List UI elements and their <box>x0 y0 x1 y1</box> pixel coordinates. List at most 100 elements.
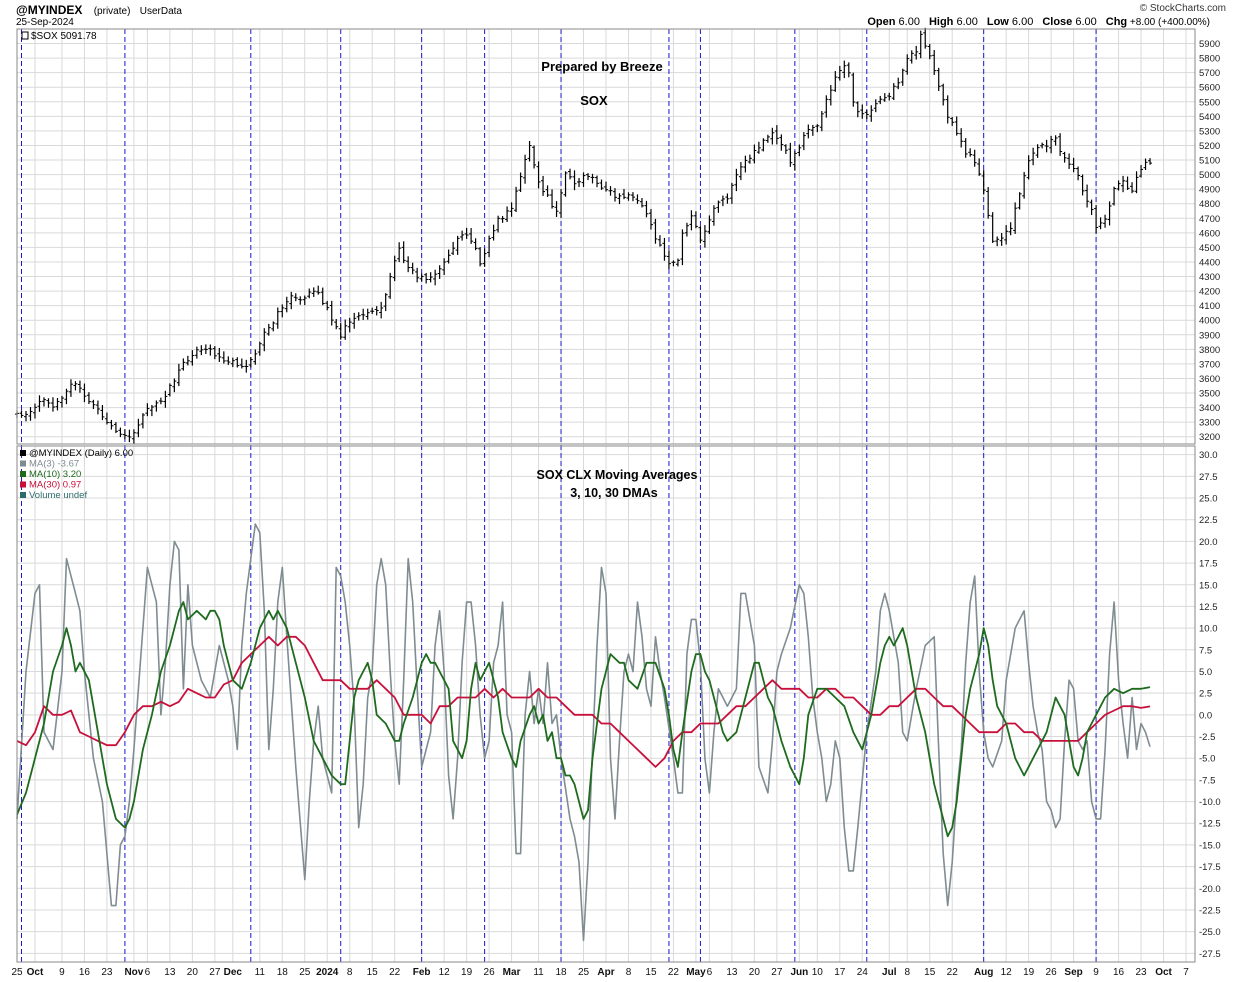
x-tick-label: 25 <box>299 967 311 978</box>
price-bar <box>532 145 537 169</box>
indicator-chart-title: SOX CLX Moving Averages <box>537 468 698 482</box>
legend-swatch <box>20 450 26 456</box>
indicator-legend: MA(30) 0.97 <box>29 480 81 491</box>
price-bar <box>82 383 87 403</box>
price-bar <box>1035 144 1040 158</box>
price-bar <box>451 241 456 255</box>
price-bar <box>743 155 748 173</box>
legend-swatch <box>20 492 26 498</box>
ohlc-value: 6.00 <box>1072 16 1097 28</box>
price-bar <box>1040 142 1045 149</box>
price-bar <box>1139 164 1144 178</box>
price-bar <box>109 419 114 430</box>
price-bar <box>756 141 761 154</box>
price-y-tick: 3300 <box>1199 418 1220 429</box>
price-bar <box>590 173 595 184</box>
price-bar <box>478 247 483 267</box>
x-tick-label: 18 <box>277 967 289 978</box>
price-bar <box>1031 147 1036 166</box>
price-bar <box>235 357 240 368</box>
legend-swatch <box>20 471 26 477</box>
price-bar <box>433 269 438 286</box>
x-tick-label: Jul <box>882 967 897 978</box>
price-y-tick: 5800 <box>1199 54 1220 65</box>
price-bar <box>212 346 217 360</box>
price-y-tick: 5700 <box>1199 68 1220 79</box>
price-bar <box>136 418 141 438</box>
price-bar <box>527 140 532 162</box>
price-bar <box>176 363 181 387</box>
price-bar <box>406 256 411 273</box>
price-bar <box>131 429 136 444</box>
price-y-tick: 5100 <box>1199 156 1220 167</box>
price-bar <box>316 285 321 295</box>
indicator-legend: @MYINDEX (Daily) 6.00 <box>29 448 133 459</box>
price-bar <box>1071 157 1076 173</box>
x-tick-label: Apr <box>597 967 614 978</box>
price-bar <box>1103 214 1108 228</box>
price-bar <box>869 105 874 122</box>
price-bar <box>595 175 600 188</box>
price-y-tick: 4200 <box>1199 287 1220 298</box>
price-bar <box>424 272 429 284</box>
price-y-tick: 4100 <box>1199 301 1220 312</box>
price-bar <box>653 218 658 244</box>
indicator-y-tick: 0.0 <box>1199 710 1212 721</box>
price-bar <box>55 397 60 411</box>
price-bar <box>1026 155 1031 180</box>
price-bar <box>145 403 150 417</box>
price-bar <box>464 227 469 239</box>
price-bar <box>122 429 127 440</box>
price-bar <box>855 101 860 118</box>
price-bar <box>945 95 950 124</box>
price-bar <box>1134 171 1139 194</box>
price-bar <box>302 295 307 306</box>
price-bar <box>648 209 653 230</box>
price-bar <box>37 395 42 412</box>
price-y-tick: 5900 <box>1199 39 1220 50</box>
price-bar <box>1062 151 1067 163</box>
price-bar <box>86 392 91 405</box>
ohlc-label: Open <box>867 16 896 28</box>
x-tick-label: 22 <box>947 967 959 978</box>
price-bar <box>959 128 964 148</box>
price-bar <box>995 236 1000 247</box>
price-bar <box>783 144 788 154</box>
price-bar <box>496 215 501 233</box>
price-bar <box>28 407 33 421</box>
price-bar <box>612 188 617 202</box>
indicator-legend: Volume undef <box>29 490 87 501</box>
price-bar <box>999 233 1004 246</box>
price-bar <box>1080 174 1085 196</box>
price-bar <box>981 170 986 195</box>
brand-text: © StockCharts.com <box>1139 3 1226 14</box>
x-tick-label: Sep <box>1064 967 1082 978</box>
price-bar <box>923 27 928 49</box>
price-bar <box>833 71 838 92</box>
price-bar <box>918 30 923 59</box>
x-tick-label: 23 <box>1135 967 1147 978</box>
x-tick-label: Mar <box>503 967 521 978</box>
price-bar <box>635 194 640 204</box>
price-bar <box>1098 217 1103 230</box>
price-bar <box>644 200 649 218</box>
price-bar <box>738 162 743 181</box>
price-y-tick: 3400 <box>1199 403 1220 414</box>
price-bar <box>1121 175 1126 193</box>
x-tick-label: 20 <box>749 967 761 978</box>
price-bar <box>415 267 420 283</box>
ma3-line <box>16 523 1151 942</box>
price-bar <box>752 144 757 164</box>
price-bar <box>887 92 892 101</box>
price-bar <box>851 72 856 107</box>
x-tick-label: 27 <box>771 967 783 978</box>
price-bar <box>716 200 721 213</box>
price-bar <box>1053 135 1058 146</box>
price-bar <box>356 312 361 321</box>
indicator-y-tick: -27.5 <box>1199 949 1221 960</box>
price-bar <box>734 168 739 192</box>
x-tick-label: 7 <box>1183 967 1189 978</box>
price-bar <box>1148 158 1153 165</box>
indicator-y-tick: -22.5 <box>1199 905 1221 916</box>
